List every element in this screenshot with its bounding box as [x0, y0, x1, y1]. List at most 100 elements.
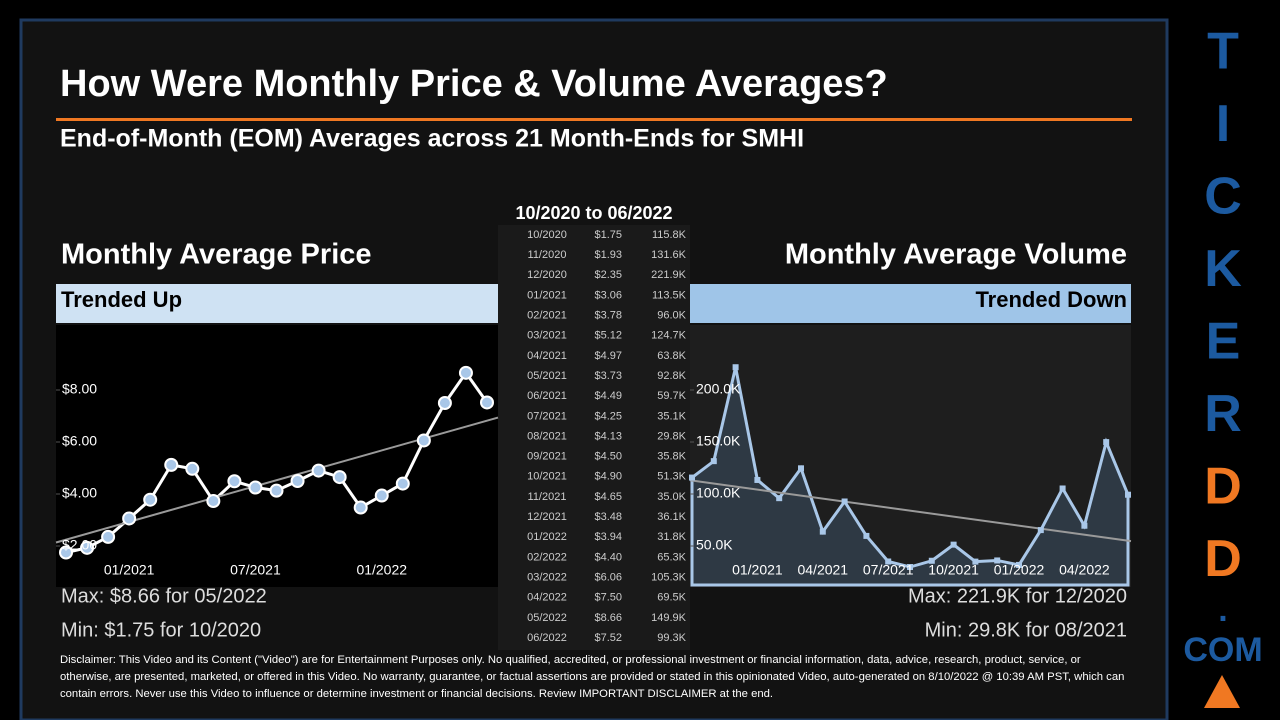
table-cell: $3.73 [594, 370, 622, 382]
table-cell: $4.25 [594, 410, 622, 422]
table-cell: 35.8K [657, 451, 686, 463]
point [395, 476, 410, 491]
table-cell: 04/2022 [527, 592, 567, 604]
table-cell: $4.13 [594, 430, 622, 442]
x-tick-label: 01/2021 [104, 562, 155, 578]
note: Max: $8.66 for 05/2022 [61, 585, 267, 607]
table-cell: 31.8K [657, 531, 686, 543]
table-cell: 69.5K [657, 592, 686, 604]
table-cell: $6.06 [594, 571, 622, 583]
table-cell: 35.1K [657, 410, 686, 422]
point [290, 474, 305, 488]
point [689, 474, 695, 481]
table-cell: 113.5K [652, 289, 687, 301]
point [732, 364, 739, 371]
table-cell: 36.1K [657, 511, 686, 523]
brand-letter: C [1204, 168, 1242, 226]
point [122, 511, 137, 526]
table-cell: 124.7K [651, 330, 687, 342]
point [994, 557, 1001, 564]
point [80, 540, 95, 555]
point [710, 458, 717, 465]
area [690, 366, 1130, 587]
table-cell: 05/2021 [527, 370, 567, 382]
table-cell: $5.12 [594, 330, 622, 342]
y-tick-label: $4.00 [62, 485, 97, 501]
point [458, 365, 473, 380]
table-cell: 11/2020 [528, 249, 567, 261]
table-cell: 115.8K [652, 229, 687, 241]
table-cell: $1.75 [594, 229, 622, 241]
y-tick-label: $2.00 [62, 537, 97, 553]
annotation-bg [56, 284, 498, 323]
point [1016, 561, 1022, 568]
brand-letter: D [1204, 458, 1242, 516]
brand-letter: R [1204, 385, 1242, 443]
x-tick-label: 01/2022 [356, 562, 407, 578]
title: How Were Monthly Price & Volume Averages… [60, 63, 888, 105]
point [185, 461, 200, 476]
table-cell: 65.3K [657, 551, 686, 563]
point [437, 396, 452, 410]
table-cell: 29.8K [657, 430, 686, 442]
table-cell: $3.06 [594, 289, 622, 301]
table-cell: 06/2021 [527, 390, 567, 402]
table-cell: 03/2022 [527, 571, 567, 583]
table-cell: 63.8K [657, 350, 686, 362]
y-tick-label: 100.0K [696, 485, 741, 501]
note: Min: $1.75 for 10/2020 [61, 619, 261, 641]
point [1037, 527, 1044, 534]
point [416, 433, 431, 448]
table-cell: $4.49 [594, 390, 622, 402]
table-cell: 01/2021 [527, 289, 567, 301]
point [950, 541, 957, 548]
point [1081, 522, 1088, 529]
point [374, 488, 389, 503]
table-cell: 59.7K [657, 390, 686, 402]
point [59, 545, 73, 560]
point [907, 564, 913, 571]
table-cell: $1.93 [594, 249, 622, 261]
note: Min: 29.8K for 08/2021 [925, 619, 1127, 641]
table-cell: 10/2021 [527, 471, 567, 483]
table-title: 10/2020 to 06/2022 [515, 203, 672, 223]
point [206, 494, 221, 509]
point [754, 476, 761, 483]
brand-icon [1204, 675, 1240, 708]
table-cell: 12/2020 [527, 269, 567, 281]
point [311, 463, 326, 478]
chart-title: Monthly Average Price [61, 239, 372, 271]
point [227, 474, 242, 489]
x-tick-label: 07/2021 [230, 562, 281, 578]
point [885, 558, 892, 565]
table-cell: 08/2021 [527, 430, 567, 442]
table-cell: 04/2021 [527, 350, 567, 362]
table-cell: 02/2022 [527, 551, 567, 563]
table-cell: 149.9K [651, 612, 687, 624]
brand-letter: D [1204, 530, 1242, 588]
x-tick-label: 10/2021 [928, 562, 979, 578]
point [480, 395, 494, 410]
brand-letter: COM [1183, 631, 1262, 669]
point [841, 498, 848, 505]
table-cell: 10/2020 [527, 229, 567, 241]
point [164, 457, 179, 472]
point [269, 483, 284, 498]
annotation: Trended Up [61, 287, 182, 312]
point [353, 500, 368, 515]
point [248, 480, 263, 495]
point [776, 495, 783, 502]
table-cell: 51.3K [657, 471, 686, 483]
table-cell: 99.3K [657, 632, 686, 644]
table-cell: $4.97 [594, 350, 622, 362]
brand-letter: E [1206, 313, 1241, 371]
y-tick-label: $6.00 [62, 433, 97, 449]
table-cell: $8.66 [594, 612, 622, 624]
table-cell: 96.0K [657, 310, 686, 322]
annotation: Trended Down [975, 287, 1127, 312]
point [928, 557, 935, 564]
table-cell: 221.9K [651, 269, 687, 281]
table-cell: 131.6K [651, 249, 687, 261]
